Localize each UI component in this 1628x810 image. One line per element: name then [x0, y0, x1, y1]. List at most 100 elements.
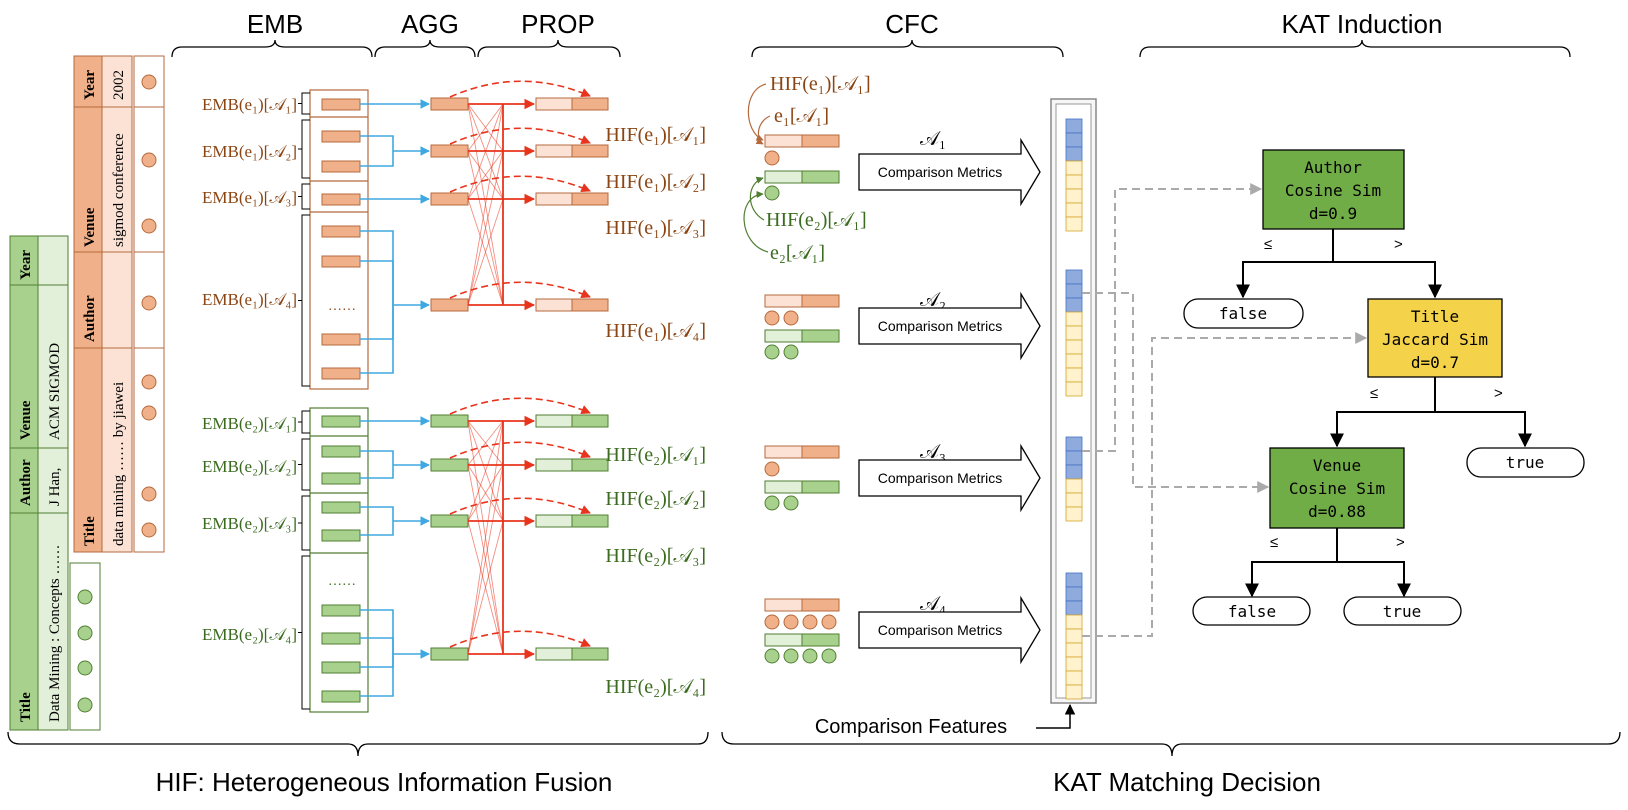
hif-vector-e1-1: [571, 97, 609, 111]
agg-edge-e2-3-1: [360, 506, 394, 521]
feature-cell-blue-1-1: [1065, 118, 1083, 134]
tree-venue-line1: Venue: [1313, 456, 1361, 475]
e2-header-year: Year: [18, 250, 34, 280]
tree-venue-line3: d=0.88: [1308, 502, 1366, 521]
emb-label-e1-a2: EMB(e₁)[𝒜₂]: [202, 142, 297, 161]
feature-cell-yellow-3-2: [1065, 492, 1083, 508]
metrics-label-a2: Comparison Metrics: [878, 318, 1002, 334]
emb-vector-e2-1-1: [321, 415, 361, 428]
hif-vector-e1-2: [571, 144, 609, 158]
e1-header-year: Year: [82, 70, 98, 100]
tree-author-line2: Cosine Sim: [1285, 181, 1381, 200]
table-e1: Year Venue Author Title 2002 sigmod conf…: [73, 55, 165, 553]
edge-label-title-le: ≤: [1370, 385, 1378, 402]
e2-header-title: Title: [18, 692, 34, 722]
hif-vector-light-e1-2: [535, 144, 573, 158]
feature-cell-blue-1-3: [1065, 146, 1083, 162]
cfc-a4-dot-e2-3: [802, 648, 818, 664]
hif-label-e1-a2: HIF(e₁)[𝒜₂]: [605, 171, 706, 193]
prop-self-arc-e1-1: [449, 80, 591, 98]
edge-label-author-gt: >: [1394, 236, 1403, 253]
emb-bracket-e1-3: [298, 183, 310, 210]
hif-vector-e1-4: [571, 298, 609, 312]
tree-title-line1: Title: [1411, 307, 1459, 326]
feature-cell-yellow-2-1: [1065, 311, 1083, 327]
agg-edge-e2-3-2: [360, 521, 394, 536]
cfc-a4-hif-e1-light: [764, 598, 803, 612]
hif-vector-e2-4: [571, 647, 609, 661]
emb-column-e1: [309, 89, 369, 390]
tree-title-line2: Jaccard Sim: [1382, 330, 1488, 349]
e2-header-author: Author: [18, 459, 34, 506]
agg-vector-e1-3: [430, 192, 469, 206]
emb-vector-e2-2-1: [321, 445, 361, 458]
cfc-a3-hif-e2-light: [764, 480, 803, 494]
agg-edge-e2-4-1: [360, 609, 394, 654]
emb-bracket-e2-4: [298, 555, 310, 710]
agg-vector-e2-3: [430, 514, 469, 528]
feature-cell-yellow-3-1: [1065, 478, 1083, 494]
agg-vector-e2-4: [430, 647, 469, 661]
leaf-true-1-label: true: [1506, 453, 1545, 472]
cfc-a2-dot-e2-1: [764, 344, 780, 360]
emb-column-e2: [309, 407, 369, 713]
cfc-a4-dot-e2-1: [764, 648, 780, 664]
cfc-a4-dot-e2-4: [821, 648, 837, 664]
cfc-a4-dot-e2-2: [783, 648, 799, 664]
cfc-attr-a4: 𝒜₄: [920, 593, 946, 615]
edge-label-author-le: ≤: [1264, 236, 1272, 253]
e2-value-title: Data Mining : Concepts ……: [47, 545, 63, 722]
emb-vector-e2-4-2: [321, 632, 361, 645]
hif-vector-e2-2: [571, 458, 609, 472]
tree-node-title: [1367, 298, 1503, 378]
feature-cell-blue-3-2: [1065, 450, 1083, 466]
agg-edge-e1-4-2: [360, 260, 394, 305]
cfc-a1-hif-e2: [801, 170, 840, 184]
leaf-true-2: [1343, 596, 1462, 626]
agg-edge-e2-2-1: [360, 450, 394, 465]
emb-bracket-e2-1: [298, 410, 310, 434]
cfc-label-hif-e2: HIF(e₂)[𝒜₁]: [766, 209, 867, 231]
emb-vector-e1-3-1: [321, 193, 361, 206]
cfc-a1-hif-e1-light: [764, 134, 803, 148]
feature-cell-blue-4-2: [1065, 586, 1083, 602]
cfc-a4-dot-e1-2: [783, 614, 799, 630]
prop-self-arc-e2-3: [449, 497, 591, 515]
ellipsis-e2: ……: [328, 574, 356, 589]
e1-header-author: Author: [82, 295, 98, 342]
agg-edge-e2-2-2: [360, 465, 394, 479]
leaf-true-2-label: true: [1383, 602, 1422, 621]
hif-vector-light-e2-4: [535, 647, 573, 661]
hif-label-e2-a3: HIF(e₂)[𝒜₃]: [605, 545, 706, 567]
feature-cell-yellow-4-4: [1065, 656, 1083, 672]
cfc-attr-a2: 𝒜₂: [920, 289, 946, 311]
emb-vector-e2-4-4: [321, 690, 361, 703]
feature-cell-yellow-4-1: [1065, 614, 1083, 630]
emb-vector-e1-4-3: [321, 333, 361, 346]
tree-node-author: [1262, 149, 1405, 230]
emb-vector-e1-1-1: [321, 98, 361, 111]
feature-cell-yellow-4-2: [1065, 628, 1083, 644]
tree-author-line1: Author: [1304, 158, 1362, 177]
cfc-a1-dot-e1-1: [764, 150, 780, 166]
feature-link-venue: [1082, 292, 1270, 493]
agg-edge-e2-4-2: [360, 637, 394, 654]
prop-fan-e1-3-1: [467, 103, 504, 200]
cfc-a3-dot-e2-2: [783, 495, 799, 511]
cfc-a3-dot-e2-1: [764, 495, 780, 511]
section-title-cfc: CFC: [885, 9, 938, 39]
leaf-false-1-label: false: [1219, 304, 1267, 323]
hif-vector-light-e2-2: [535, 458, 573, 472]
e2-header-venue: Venue: [18, 400, 34, 440]
cfc-a2-hif-e1-light: [764, 294, 803, 308]
cfc-a3-hif-e2: [801, 480, 840, 494]
feature-cell-blue-2-1: [1065, 269, 1083, 285]
cfc-a4-dot-e1-1: [764, 614, 780, 630]
top-braces: [171, 39, 1571, 58]
cfc-a1-arrow-hif-e1: [747, 83, 767, 141]
cfc-a3-dot-e1-1: [764, 461, 780, 477]
emb-bracket-e2-3: [298, 495, 310, 551]
hif-label-e1-a1: HIF(e₁)[𝒜₁]: [605, 124, 706, 146]
feature-cell-yellow-1-3: [1065, 188, 1083, 204]
hif-vector-e1-3: [571, 192, 609, 206]
